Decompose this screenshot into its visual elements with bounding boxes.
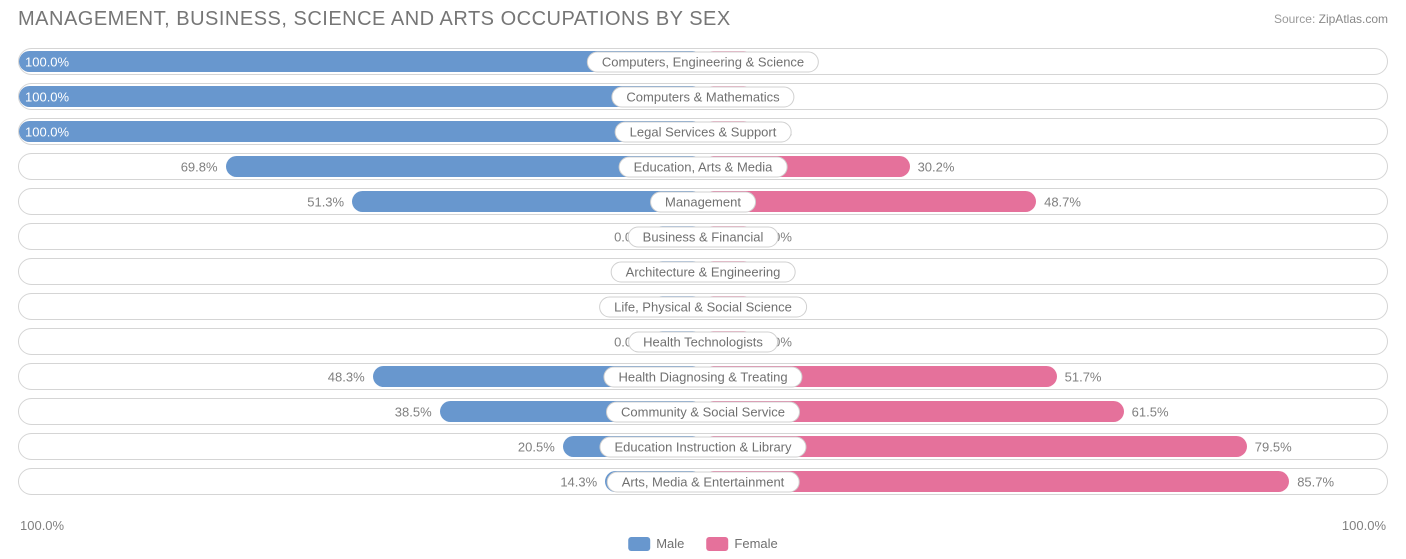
category-label: Computers, Engineering & Science <box>587 51 819 72</box>
category-label: Arts, Media & Entertainment <box>607 471 800 492</box>
value-male: 100.0% <box>25 124 69 139</box>
bar-row: Computers, Engineering & Science100.0%0.… <box>18 48 1388 75</box>
category-label: Management <box>650 191 756 212</box>
bar-row: Education, Arts & Media 69.8% 30.2% <box>18 153 1388 180</box>
value-male: 20.5% <box>518 439 555 454</box>
value-female: 48.7% <box>1044 194 1081 209</box>
diverging-bar-chart: Computers, Engineering & Science100.0%0.… <box>18 48 1388 511</box>
category-label: Education, Arts & Media <box>619 156 788 177</box>
value-male: 100.0% <box>25 89 69 104</box>
source-attribution: Source: ZipAtlas.com <box>1274 12 1388 26</box>
value-male: 51.3% <box>307 194 344 209</box>
legend-label-female: Female <box>734 536 777 551</box>
bar-row: Legal Services & Support100.0%0.0% <box>18 118 1388 145</box>
bar-row: Architecture & Engineering0.0%0.0% <box>18 258 1388 285</box>
bar-male <box>19 121 703 142</box>
legend-item-male: Male <box>628 536 684 551</box>
bar-row: Management 51.3% 48.7% <box>18 188 1388 215</box>
category-label: Architecture & Engineering <box>611 261 796 282</box>
legend-item-female: Female <box>706 536 777 551</box>
bar-row: Health Diagnosing & Treating 48.3% 51.7% <box>18 363 1388 390</box>
legend-swatch-female <box>706 537 728 551</box>
value-female: 30.2% <box>918 159 955 174</box>
value-male: 69.8% <box>181 159 218 174</box>
bar-row: Health Technologists0.0%0.0% <box>18 328 1388 355</box>
legend-swatch-male <box>628 537 650 551</box>
category-label: Life, Physical & Social Science <box>599 296 807 317</box>
bar-male <box>19 86 703 107</box>
bar-row: Education Instruction & Library 20.5% 79.5… <box>18 433 1388 460</box>
value-female: 61.5% <box>1132 404 1169 419</box>
category-label: Legal Services & Support <box>615 121 792 142</box>
category-label: Business & Financial <box>628 226 779 247</box>
value-female: 51.7% <box>1065 369 1102 384</box>
bar-row: Arts, Media & Entertainment 14.3% 85.7% <box>18 468 1388 495</box>
category-label: Health Diagnosing & Treating <box>603 366 802 387</box>
legend-label-male: Male <box>656 536 684 551</box>
category-label: Education Instruction & Library <box>599 436 806 457</box>
bar-row: Community & Social Service 38.5% 61.5% <box>18 398 1388 425</box>
category-label: Computers & Mathematics <box>611 86 794 107</box>
bar-row: Life, Physical & Social Science0.0%0.0% <box>18 293 1388 320</box>
value-male: 38.5% <box>395 404 432 419</box>
bar-row: Computers & Mathematics100.0%0.0% <box>18 83 1388 110</box>
value-female: 79.5% <box>1255 439 1292 454</box>
value-female: 85.7% <box>1297 474 1334 489</box>
value-male: 100.0% <box>25 54 69 69</box>
chart-title: MANAGEMENT, BUSINESS, SCIENCE AND ARTS O… <box>18 8 731 31</box>
value-male: 14.3% <box>560 474 597 489</box>
source-site: ZipAtlas.com <box>1319 12 1388 26</box>
legend: Male Female <box>628 536 778 551</box>
value-male: 48.3% <box>328 369 365 384</box>
axis-label-left: 100.0% <box>20 518 64 533</box>
category-label: Health Technologists <box>628 331 778 352</box>
category-label: Community & Social Service <box>606 401 800 422</box>
bar-row: Business & Financial0.0%0.0% <box>18 223 1388 250</box>
axis-label-right: 100.0% <box>1342 518 1386 533</box>
source-label: Source: <box>1274 12 1315 26</box>
